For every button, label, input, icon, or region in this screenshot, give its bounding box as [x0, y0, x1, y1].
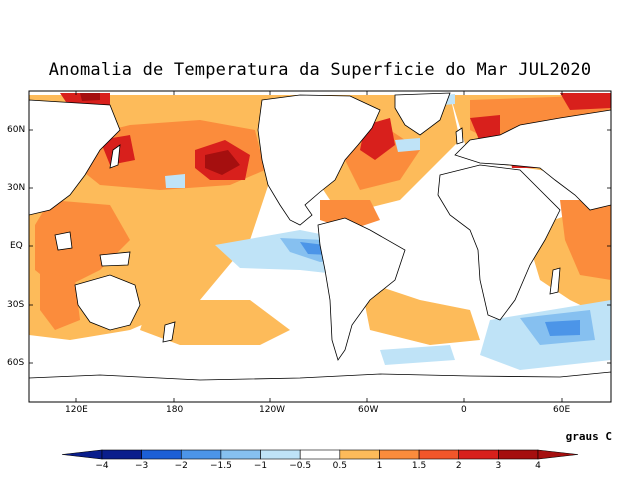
- colorbar-tick-label: −2: [174, 461, 188, 471]
- colorbar-segment: [458, 449, 499, 460]
- lat-label-30n: 30N: [7, 183, 26, 193]
- colorbar-segment: [260, 449, 301, 460]
- colorbar-segment: [498, 449, 539, 460]
- north-america: [257, 94, 381, 226]
- colorbar-tick-label: 3: [495, 461, 502, 471]
- very-hot-north-pacific: [205, 150, 240, 175]
- lon-label-0: 0: [461, 405, 467, 415]
- colorbar-tick-label: 4: [535, 461, 541, 471]
- warm2-west-pacific: [35, 200, 130, 290]
- warm2-australia-west: [40, 270, 80, 330]
- colder-south-indian: [545, 320, 580, 336]
- colorbar-segment: [379, 449, 420, 460]
- colorbar-tick-label: −3: [134, 461, 149, 471]
- warm-region-south-atlantic: [360, 280, 480, 345]
- warm2-arabian: [560, 200, 611, 280]
- colorbar-tick-label: 2: [455, 461, 462, 471]
- very-hot-arctic: [80, 93, 100, 101]
- colorbar-segment: [141, 449, 182, 460]
- colorbar-arrow-low: [61, 449, 103, 460]
- colorbar-tick-label: 1.5: [411, 461, 427, 471]
- map-title: Anomalia de Temperatura da Superficie do…: [48, 60, 592, 80]
- cool-north-pacific-small: [165, 174, 185, 188]
- colorbar-segment: [339, 449, 380, 460]
- lat-label-60s: 60S: [7, 358, 25, 368]
- colorbar-tick-label: −4: [95, 461, 109, 471]
- australia: [74, 274, 141, 331]
- colorbar-segment: [418, 449, 460, 460]
- colorbar-tick-label: 0.5: [332, 461, 347, 471]
- map-frame: [28, 90, 612, 403]
- eurasia: [454, 109, 611, 211]
- lon-label-120w: 120W: [259, 405, 286, 415]
- lat-label-eq: EQ: [10, 241, 23, 251]
- hot-baltic: [470, 115, 500, 142]
- new-zealand: [162, 321, 176, 343]
- uk: [455, 127, 464, 145]
- colorbar-tick-label: −1.5: [209, 461, 232, 471]
- colorbar-tick-label: −0.5: [289, 461, 312, 471]
- lat-label-60n: 60N: [7, 125, 26, 135]
- colorbar-segment: [101, 449, 142, 460]
- colorbar-segment: [220, 449, 261, 460]
- colorbar-segment: [299, 449, 341, 460]
- colorbar: [61, 449, 579, 460]
- asia-east: [29, 99, 121, 216]
- lat-label-30s: 30S: [7, 300, 25, 310]
- cool-southern-pacific: [380, 345, 455, 365]
- japan: [109, 144, 121, 169]
- madagascar: [549, 267, 561, 295]
- south-america: [317, 217, 406, 361]
- lon-ticks: [75, 91, 563, 402]
- lat-ticks: [29, 129, 611, 364]
- warm-region-south-pacific: [140, 300, 290, 345]
- hot-arctic-east: [560, 93, 611, 110]
- cool-labrador-small: [395, 138, 420, 152]
- africa: [437, 164, 561, 321]
- lon-label-60w: 60W: [358, 405, 379, 415]
- borneo: [54, 231, 73, 251]
- antarctica: [29, 371, 611, 402]
- greenland: [394, 92, 451, 136]
- colorbar-tick-label: 1: [376, 461, 383, 471]
- continents: [29, 92, 611, 402]
- colorbar-segment: [180, 449, 222, 460]
- lon-label-60e: 60E: [553, 405, 571, 415]
- lon-label-180: 180: [166, 405, 184, 415]
- lon-label-120e: 120E: [65, 405, 88, 415]
- new-guinea: [99, 251, 131, 267]
- anomaly-fields: [29, 93, 611, 370]
- units-label: graus C: [565, 430, 612, 443]
- colorbar-tick-label: −1: [253, 461, 268, 471]
- colorbar-arrow-high: [537, 449, 579, 460]
